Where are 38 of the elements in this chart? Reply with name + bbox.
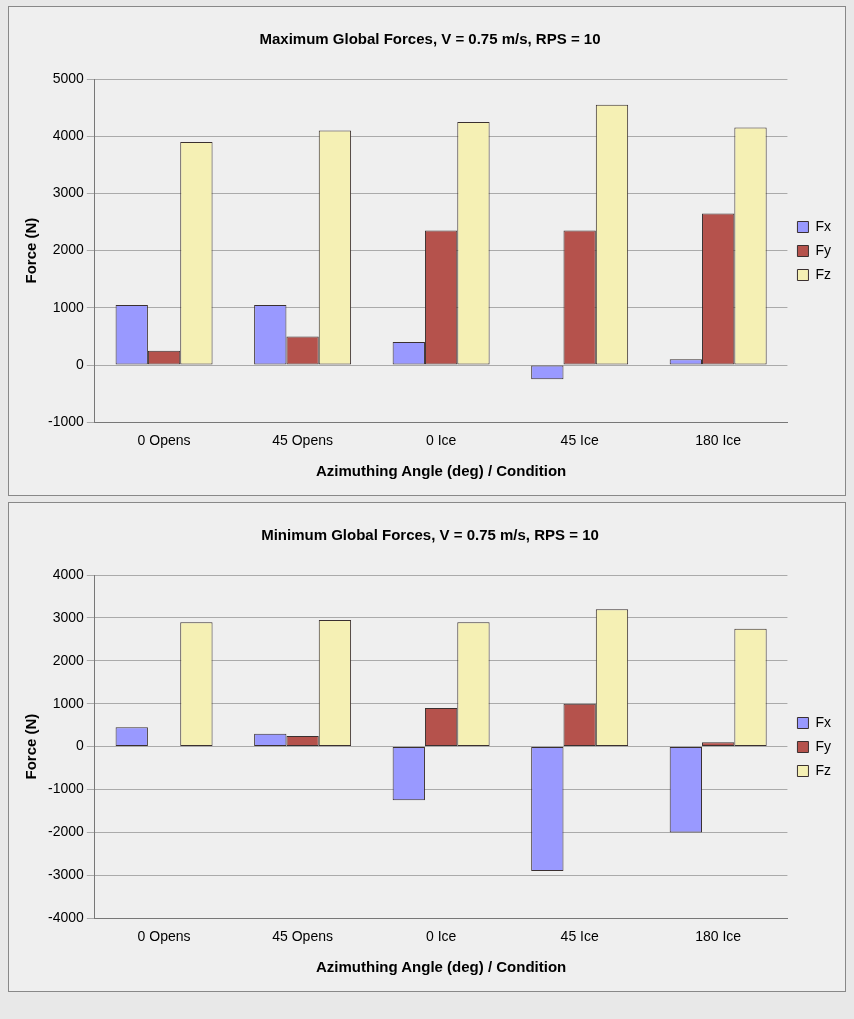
x-tick-label: 0 Opens [137,432,191,449]
legend-label: Fx [815,713,832,730]
x-tick-label: 180 Ice [695,432,742,449]
legend-label: Fy [815,737,832,754]
x-tick-label: 45 Opens [272,928,333,945]
y-tick-label: 1000 [52,694,85,711]
chart-title: Minimum Global Forces, V = 0.75 m/s, RPS = 10 [261,526,599,544]
x-axis-title: Azimuthing Angle (deg) / Condition [316,958,567,976]
x-tick-label: 0 Ice [425,928,457,945]
y-tick-label: 2000 [52,651,85,668]
y-tick-label: -3000 [47,866,85,883]
legend-label: Fz [815,265,832,282]
y-tick-label: 3000 [52,184,85,201]
y-tick-label: 1000 [52,298,85,315]
y-axis-title: Force (N) [22,217,40,284]
x-tick-label: 0 Opens [137,928,191,945]
x-axis-title: Azimuthing Angle (deg) / Condition [316,462,567,480]
chart-title: Maximum Global Forces, V = 0.75 m/s, RPS = 10 [259,30,601,48]
y-tick-label: 2000 [52,241,85,258]
y-tick-label: 0 [76,355,85,372]
y-tick-label: 4000 [52,127,85,144]
x-tick-label: 45 Ice [560,928,599,945]
legend-label: Fy [815,241,832,258]
legend-label: Fx [815,217,832,234]
y-tick-label: 4000 [52,565,85,582]
y-tick-label: -4000 [47,909,85,926]
y-tick-label: -1000 [47,780,85,797]
y-tick-label: 0 [76,737,85,754]
y-tick-label: -1000 [47,413,85,430]
x-tick-label: 180 Ice [695,928,742,945]
x-tick-label: 45 Ice [560,432,599,449]
y-axis-title: Force (N) [22,713,40,780]
legend-label: Fz [815,761,832,778]
x-tick-label: 45 Opens [272,432,333,449]
y-tick-label: 3000 [52,608,85,625]
y-tick-label: -2000 [47,823,85,840]
y-tick-label: 5000 [52,69,85,86]
x-tick-label: 0 Ice [425,432,457,449]
